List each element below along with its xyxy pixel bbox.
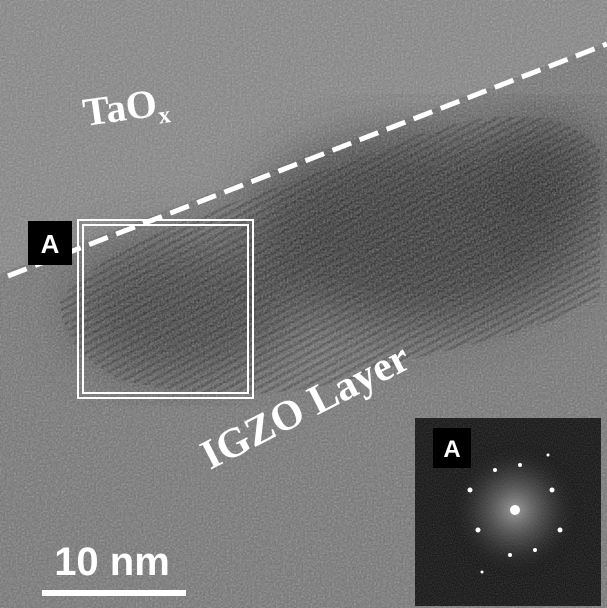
- region-marker: A: [41, 229, 60, 259]
- fft-inset: A: [415, 418, 601, 606]
- scale-bar-label: 10 nm: [54, 540, 170, 584]
- scale-bar: [42, 590, 186, 596]
- micrograph: A TaOx IGZO Layer A 10 nm: [0, 0, 607, 608]
- inset-marker: A: [443, 436, 460, 463]
